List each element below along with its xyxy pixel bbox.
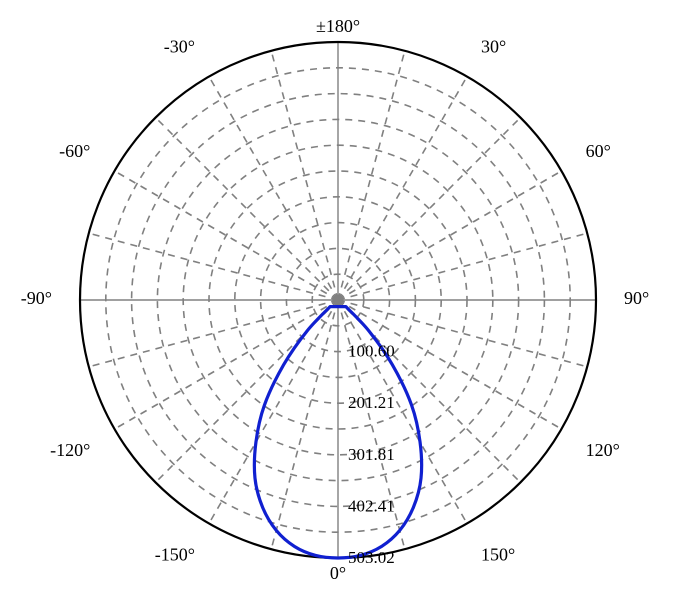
angle-label: 150° — [481, 544, 515, 564]
angle-label: -90° — [21, 288, 52, 308]
angle-label: -60° — [59, 141, 90, 161]
polar-chart-container: { "chart": { "type": "polar", "width": 6… — [0, 0, 675, 604]
radial-label: 100.60 — [348, 342, 395, 361]
angle-label: -150° — [155, 544, 195, 564]
angle-label: ±180° — [316, 16, 360, 36]
polar-chart: 90° 60° 30° 0° -30° -60° -90° -120° -150° ±180° 15… — [0, 0, 675, 604]
angle-label: -120° — [50, 440, 90, 460]
angle-label: -30° — [164, 36, 195, 56]
angle-label: 30° — [481, 36, 506, 56]
radial-label: 503.02 — [348, 548, 395, 567]
radial-label: 402.41 — [348, 496, 395, 515]
radial-label: 201.21 — [348, 393, 395, 412]
radial-label: 301.81 — [348, 445, 395, 464]
angle-label: 120° — [586, 440, 620, 460]
angle-label: 60° — [586, 141, 611, 161]
angle-label: 0° — [330, 563, 346, 583]
angle-label: 90° — [624, 288, 649, 308]
